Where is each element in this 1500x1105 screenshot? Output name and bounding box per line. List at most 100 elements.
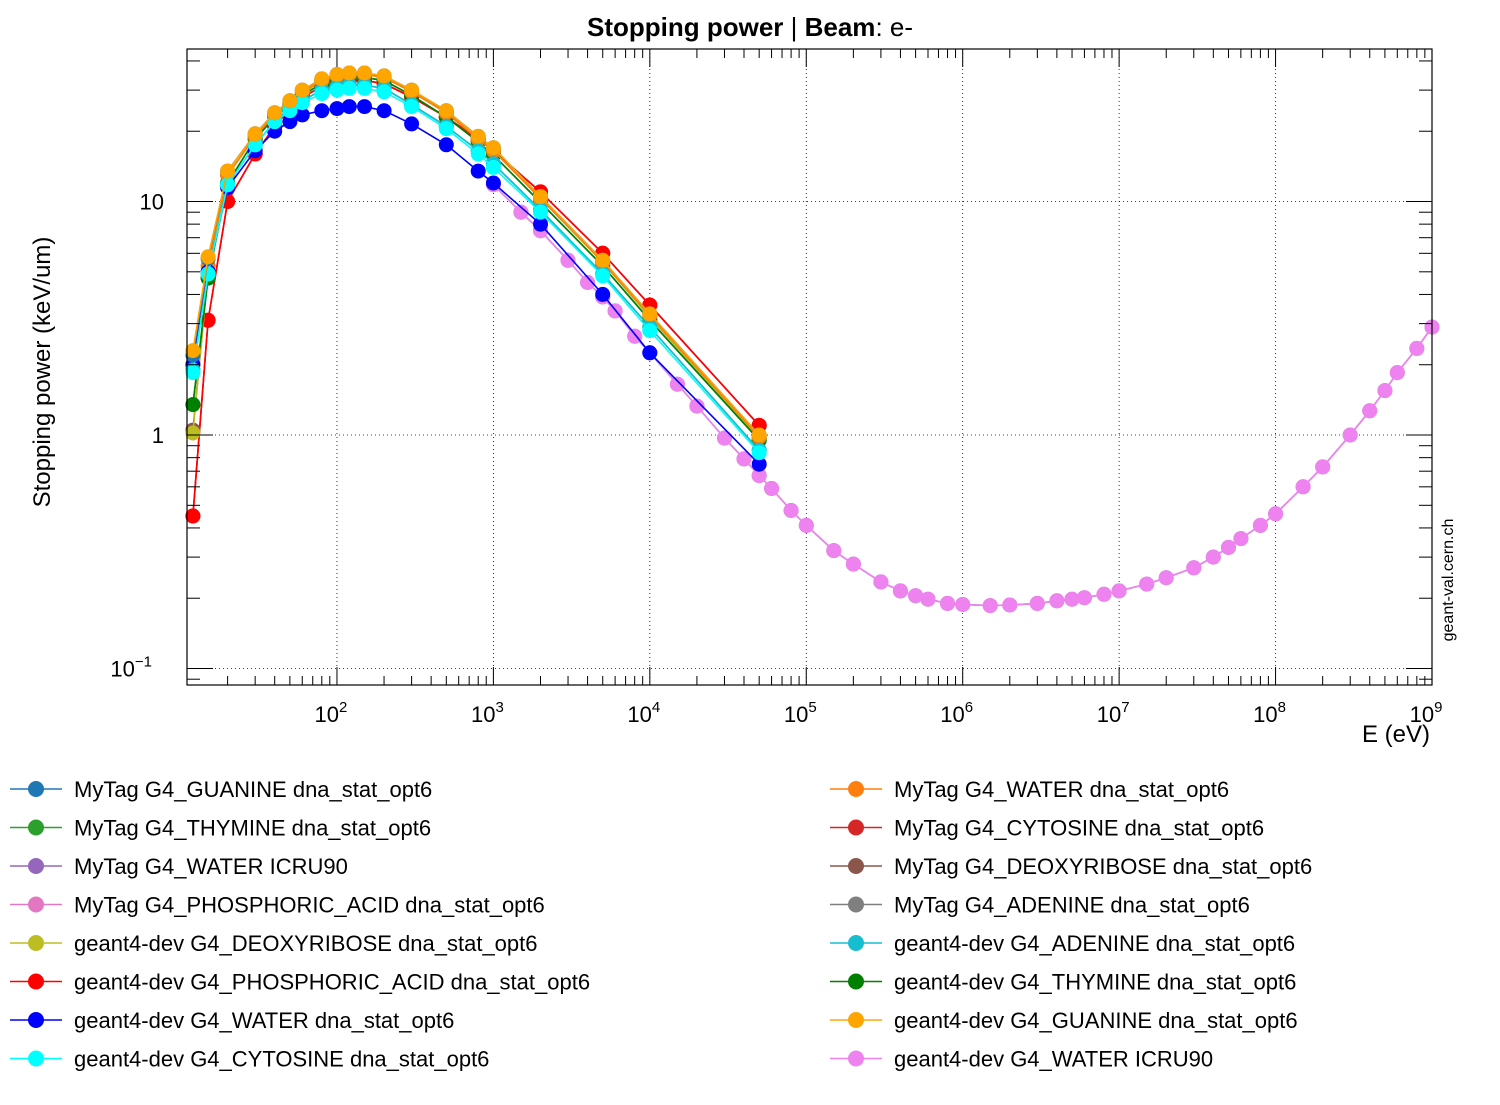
- data-point: [185, 508, 201, 524]
- data-point: [247, 137, 263, 153]
- legend-swatch-marker: [28, 781, 44, 797]
- legend-swatch-marker: [28, 973, 44, 990]
- x-tick-label-base: 10: [315, 702, 339, 727]
- series-geant4-dev-g4-water-icru90: [485, 177, 1440, 614]
- x-tick-label-exp: 9: [1434, 699, 1442, 716]
- data-point: [376, 103, 392, 119]
- data-point: [485, 159, 501, 175]
- data-point: [908, 588, 924, 604]
- legend-item: geant4-dev G4_PHOSPHORIC_ACID dna_stat_o…: [10, 970, 590, 995]
- data-point: [1002, 597, 1018, 613]
- data-point: [982, 598, 998, 614]
- series-line: [492, 184, 1433, 607]
- data-point: [642, 323, 658, 339]
- data-point: [314, 86, 330, 102]
- data-point: [533, 204, 548, 220]
- x-tick-label-exp: 2: [339, 699, 347, 716]
- legend-item: MyTag G4_THYMINE dna_stat_opt6: [10, 816, 431, 841]
- x-tick-label-exp: 6: [965, 699, 973, 716]
- data-point: [1096, 586, 1112, 602]
- data-point: [751, 427, 767, 443]
- legend-swatch-marker: [848, 896, 864, 913]
- x-tick-label-exp: 3: [495, 699, 503, 716]
- data-point: [329, 82, 345, 98]
- data-point: [267, 105, 283, 121]
- data-point: [533, 189, 548, 205]
- legend-item: geant4-dev G4_CYTOSINE dna_stat_opt6: [10, 1047, 489, 1072]
- data-point: [783, 503, 799, 518]
- data-point: [1377, 383, 1393, 399]
- legend-label: MyTag G4_GUANINE dna_stat_opt6: [74, 777, 432, 802]
- x-tick-label-exp: 5: [808, 699, 816, 716]
- data-point: [533, 216, 548, 232]
- series-line: [492, 184, 1433, 607]
- legend-item: MyTag G4_ADENINE dna_stat_opt6: [830, 893, 1250, 918]
- legend-label: MyTag G4_THYMINE dna_stat_opt6: [74, 816, 431, 841]
- data-point: [357, 99, 372, 115]
- y-tick-label-exp: −1: [135, 654, 152, 671]
- data-point: [485, 140, 501, 156]
- data-point: [470, 163, 486, 179]
- legend-item: MyTag G4_WATER dna_stat_opt6: [830, 777, 1229, 802]
- data-point: [1268, 506, 1284, 522]
- data-point: [1295, 479, 1311, 495]
- data-point: [513, 204, 529, 220]
- data-point: [751, 456, 767, 472]
- x-tick-label-base: 10: [1410, 702, 1434, 727]
- y-tick-label-base: 10: [140, 190, 164, 215]
- legend-label: MyTag G4_DEOXYRIBOSE dna_stat_opt6: [894, 854, 1312, 879]
- legend-label: MyTag G4_ADENINE dna_stat_opt6: [894, 893, 1250, 918]
- y-tick-label: 1: [152, 423, 164, 448]
- legend-swatch-marker: [848, 819, 864, 836]
- legend-item: geant4-dev G4_THYMINE dna_stat_opt6: [830, 970, 1296, 995]
- data-point: [892, 583, 908, 599]
- data-point: [329, 101, 345, 117]
- data-point: [1076, 590, 1092, 606]
- data-point: [220, 177, 236, 193]
- x-tick-label: 103: [471, 699, 504, 727]
- legend-swatch-marker: [28, 896, 44, 913]
- data-point: [357, 65, 372, 81]
- y-tick-label: 10−1: [110, 654, 152, 682]
- legend-label: geant4-dev G4_CYTOSINE dna_stat_opt6: [74, 1047, 489, 1072]
- data-point: [438, 121, 454, 137]
- data-point: [845, 556, 861, 572]
- data-point: [470, 128, 486, 144]
- data-point: [329, 67, 345, 82]
- data-point: [1233, 531, 1249, 547]
- legend-label: geant4-dev G4_PHOSPHORIC_ACID dna_stat_o…: [74, 970, 590, 995]
- data-point: [357, 80, 372, 96]
- legend: MyTag G4_GUANINE dna_stat_opt6 MyTag G4_T…: [10, 777, 1312, 1072]
- chart-title: Stopping power | Beam: e-: [587, 12, 913, 42]
- data-point: [595, 252, 611, 268]
- data-point: [200, 266, 216, 282]
- x-axis-label: E (eV): [1362, 721, 1430, 748]
- legend-label: MyTag G4_WATER dna_stat_opt6: [894, 777, 1229, 802]
- legend-swatch-marker: [28, 1050, 44, 1067]
- data-point: [764, 481, 780, 496]
- data-point: [470, 146, 486, 162]
- legend-label: geant4-dev G4_WATER ICRU90: [894, 1047, 1213, 1072]
- series-mytag-g4-water-icru90: [485, 177, 1440, 614]
- data-point: [751, 468, 767, 484]
- data-point: [1315, 459, 1331, 475]
- data-point: [294, 82, 310, 98]
- data-point: [438, 137, 454, 153]
- legend-swatch-marker: [848, 781, 864, 797]
- legend-swatch-marker: [848, 1050, 864, 1067]
- legend-label: geant4-dev G4_ADENINE dna_stat_opt6: [894, 931, 1295, 956]
- data-point: [376, 68, 392, 84]
- watermark: geant-val.cern.ch: [1440, 519, 1457, 642]
- x-tick-label-base: 10: [1253, 702, 1277, 727]
- legend-label: MyTag G4_PHOSPHORIC_ACID dna_stat_opt6: [74, 893, 545, 918]
- data-point: [1029, 595, 1045, 611]
- data-point: [282, 93, 298, 109]
- plot-frame: [186, 48, 1433, 686]
- data-point: [220, 163, 236, 179]
- y-tick-label-base: 10: [110, 657, 134, 682]
- data-point: [404, 116, 420, 132]
- data-point: [294, 95, 310, 111]
- grid-lines: [187, 49, 1432, 685]
